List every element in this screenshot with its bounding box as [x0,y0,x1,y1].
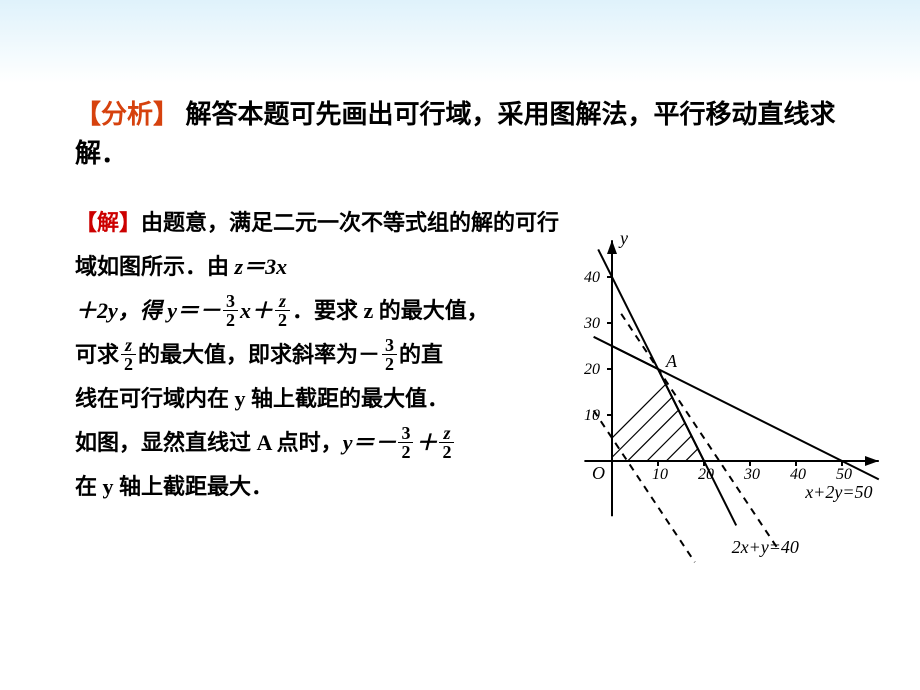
sol-l2b: x＋ [240,298,273,323]
eq-z: z＝3x [235,254,288,279]
sol-l6: 在 y 轴上截距最大． [75,474,273,499]
svg-text:A: A [665,351,678,371]
svg-text:2x+y=40: 2x+y=40 [732,537,799,557]
analysis-block: 【分析】 解答本题可先画出可行域，采用图解法，平行移动直线求解． [75,95,880,173]
frac-3-2-c: 32 [398,424,413,463]
sol-l5a: 如图，显然直线过 A 点时， [75,430,343,455]
sol-l3c: 的直 [399,342,443,367]
frac-3-2-a: 32 [223,292,238,331]
svg-text:30: 30 [743,466,760,483]
frac-z-2-b: z2 [121,336,136,375]
sol-l5b: ＋ [415,430,437,455]
frac-z-2-a: z2 [275,292,290,331]
frac-3-2-b: 32 [382,336,397,375]
svg-text:y: y [618,228,628,248]
sol-l3a: 可求 [75,342,119,367]
sol-l3b: 的最大值，即求斜率为－ [138,342,380,367]
svg-text:O: O [592,463,605,483]
svg-text:40: 40 [790,466,806,483]
svg-text:40: 40 [584,269,600,286]
sol-l5y: y＝－ [343,430,397,455]
analysis-text: 解答本题可先画出可行域，采用图解法，平行移动直线求解． [75,100,836,168]
sol-l2y: y＝－ [167,298,221,323]
svg-text:10: 10 [652,466,668,483]
svg-text:50: 50 [836,466,852,483]
solution-block: 【解】由题意，满足二元一次不等式组的解的可行域如图所示．由 z＝3x ＋2y，得… [75,201,560,509]
svg-text:x+2y=50: x+2y=50 [804,482,872,502]
frac-z-2-c: z2 [439,424,454,463]
sol-l2a: ＋2y，得 [75,298,167,323]
plot-svg: 102030405010203040OxyAx+2y=502x+y=40 [570,211,880,601]
feasible-region-diagram: 102030405010203040OxyAx+2y=502x+y=40 [570,211,880,601]
svg-text:30: 30 [583,315,600,332]
sol-l4: 线在可行域内在 y 轴上截距的最大值． [75,386,449,411]
svg-text:20: 20 [584,361,600,378]
sol-l2c: ．要求 z 的最大值， [292,298,489,323]
sol-l1a: 由题意，满足二元一次不等式组的解的可行域如图所示．由 [75,210,559,279]
analysis-tag: 【分析】 [75,100,179,129]
solution-tag: 【解】 [75,210,141,235]
